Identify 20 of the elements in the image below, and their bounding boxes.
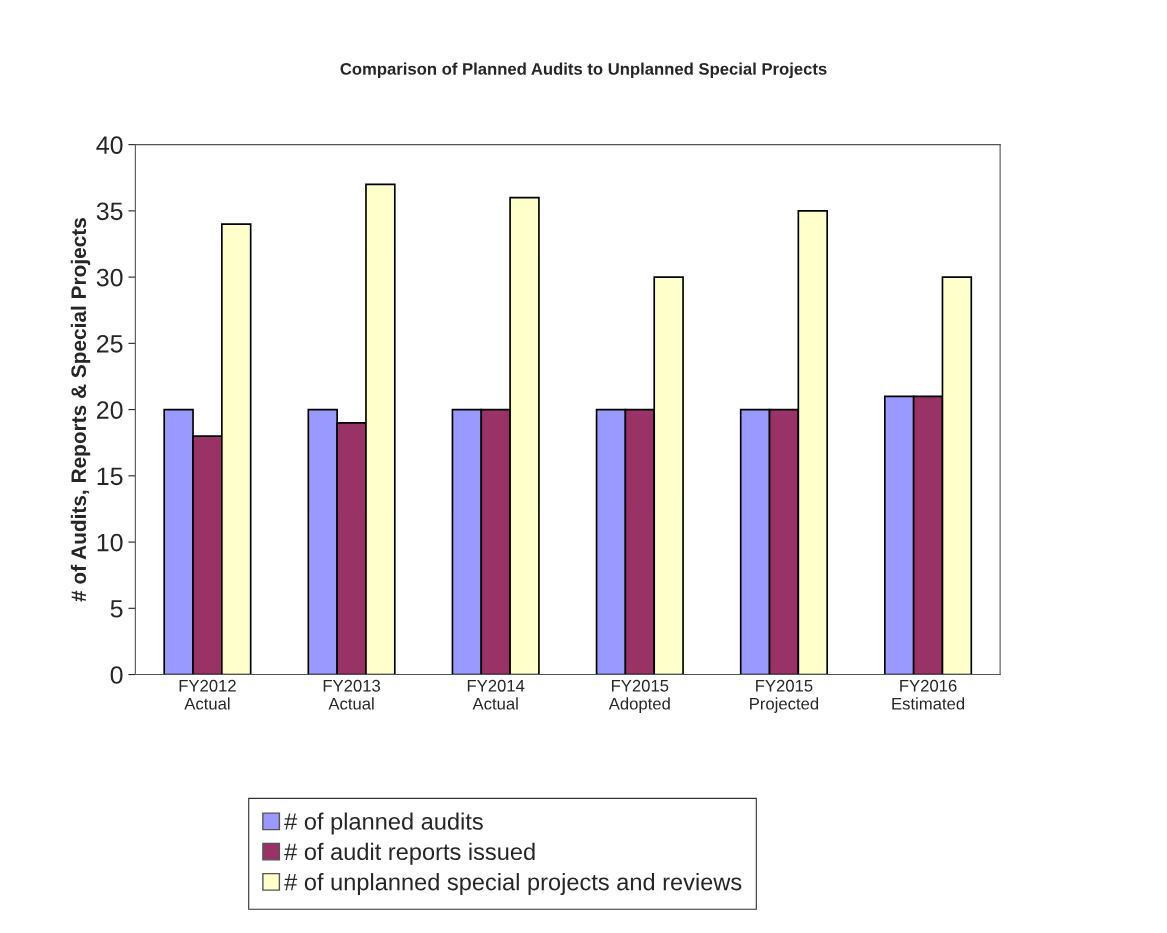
y-tick-label: 5 [110,600,123,618]
y-axis-title: # of Audits, Reports & Special Projects [70,218,91,602]
y-tick-label: 30 [96,268,123,287]
y-tick-label: 40 [96,136,123,154]
x-tick-label: FY2016 Estimated [892,679,965,710]
x-tick-label: FY2015 Projected [750,679,819,713]
x-tick-label: FY2013 Actual [323,679,381,710]
chart-title: Comparison of Planned Audits to Unplanned Special Projects [340,62,827,79]
legend-label: # of audit reports issued [284,842,535,865]
x-tick-label: FY2014 Actual [467,679,525,710]
x-tick-label: FY2012 Actual [179,679,236,710]
y-tick-label: 10 [97,533,123,552]
y-tick-label: 25 [97,334,123,353]
y-tick-label: 35 [96,202,123,221]
legend-label: # of unplanned special projects and reviews [284,873,742,896]
legend-label: # of planned audits [284,812,483,835]
x-tick-label: FY2015 Adopted [608,679,670,713]
y-tick-label: 15 [97,467,123,486]
y-tick-label: 0 [110,666,123,684]
y-tick-label: 20 [97,401,123,419]
